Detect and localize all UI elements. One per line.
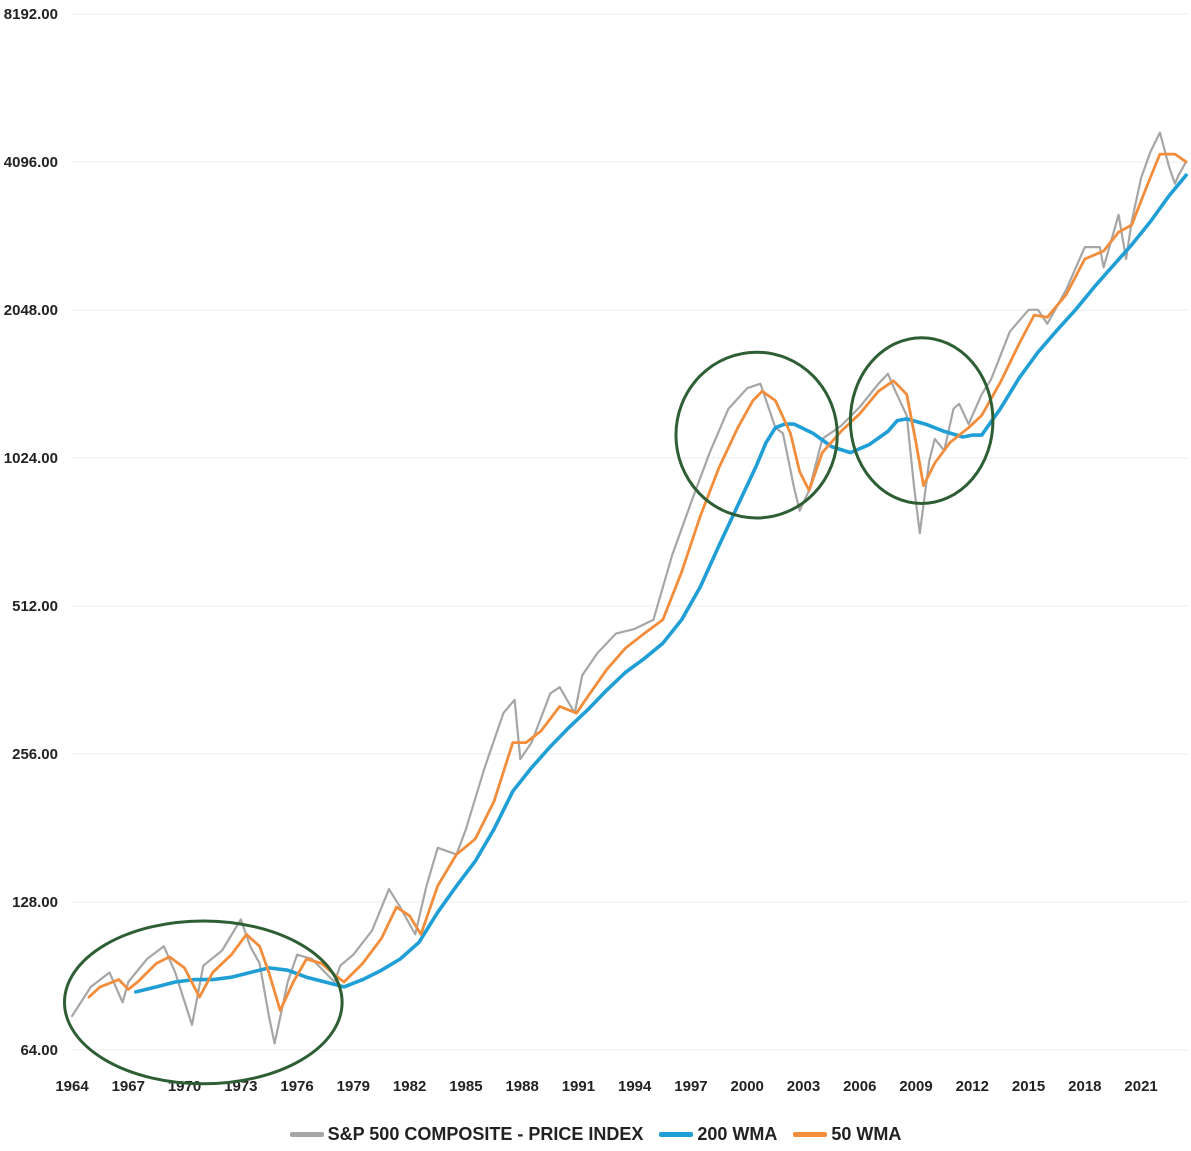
legend-item-price: S&P 500 COMPOSITE - PRICE INDEX — [289, 1123, 644, 1145]
x-axis: 1964 1967 1970 1973 1976 1979 1982 1985 1988 1991… — [55, 1078, 1157, 1095]
legend-swatch-price — [289, 1131, 324, 1137]
x-tick-label: 1982 — [393, 1078, 426, 1095]
highlight-circle-3 — [848, 336, 995, 505]
legend: S&P 500 COMPOSITE - PRICE INDEX 200 WMA … — [0, 1118, 1191, 1150]
x-tick-label: 1964 — [55, 1078, 89, 1095]
legend-swatch-50wma — [793, 1131, 828, 1137]
highlight-circles — [62, 336, 995, 1086]
y-tick-label: 128.00 — [12, 894, 58, 911]
x-tick-label: 1994 — [618, 1078, 652, 1095]
legend-label-price: S&P 500 COMPOSITE - PRICE INDEX — [327, 1123, 644, 1144]
legend-item-50wma: 50 WMA — [793, 1124, 901, 1145]
series-line-200wma — [134, 173, 1188, 994]
x-tick-label: 2006 — [843, 1078, 876, 1095]
series-line-price — [70, 131, 1188, 1045]
x-tick-label: 2015 — [1012, 1078, 1045, 1095]
gridlines — [72, 13, 1188, 1051]
x-tick-label: 1967 — [112, 1078, 145, 1095]
x-tick-label: 1985 — [449, 1078, 482, 1095]
series-layer — [70, 131, 1188, 1045]
x-tick-label: 2009 — [899, 1078, 932, 1095]
series-line-50wma — [87, 152, 1188, 1012]
x-tick-label: 2000 — [731, 1078, 764, 1095]
x-tick-label: 1991 — [562, 1078, 595, 1095]
x-tick-label: 2018 — [1068, 1078, 1101, 1095]
highlight-circle-1 — [62, 919, 344, 1086]
x-tick-label: 1979 — [337, 1078, 370, 1095]
y-tick-label: 64.00 — [20, 1042, 58, 1059]
y-tick-label: 8192.00 — [4, 6, 58, 23]
legend-swatch-200wma — [659, 1131, 694, 1137]
y-tick-label: 2048.00 — [4, 302, 58, 319]
legend-label-200wma: 200 WMA — [697, 1123, 778, 1144]
y-tick-label: 512.00 — [12, 598, 58, 615]
chart: 64.00 128.00 256.00 512.00 1024.00 2048.00 409… — [4, 6, 1188, 1095]
x-tick-label: 2021 — [1124, 1078, 1157, 1095]
y-tick-label: 1024.00 — [4, 450, 58, 467]
x-tick-label: 1988 — [505, 1078, 538, 1095]
highlight-circle-2 — [674, 350, 839, 520]
x-tick-label: 2012 — [956, 1078, 989, 1095]
y-tick-label: 256.00 — [12, 746, 58, 763]
x-tick-label: 1997 — [674, 1078, 707, 1095]
legend-label-50wma: 50 WMA — [831, 1123, 902, 1144]
legend-item-200wma: 200 WMA — [659, 1124, 777, 1145]
x-tick-label: 2003 — [787, 1078, 820, 1095]
y-tick-label: 4096.00 — [4, 154, 58, 171]
y-axis: 64.00 128.00 256.00 512.00 1024.00 2048.00 409… — [4, 6, 58, 1059]
x-tick-label: 1976 — [280, 1078, 313, 1095]
